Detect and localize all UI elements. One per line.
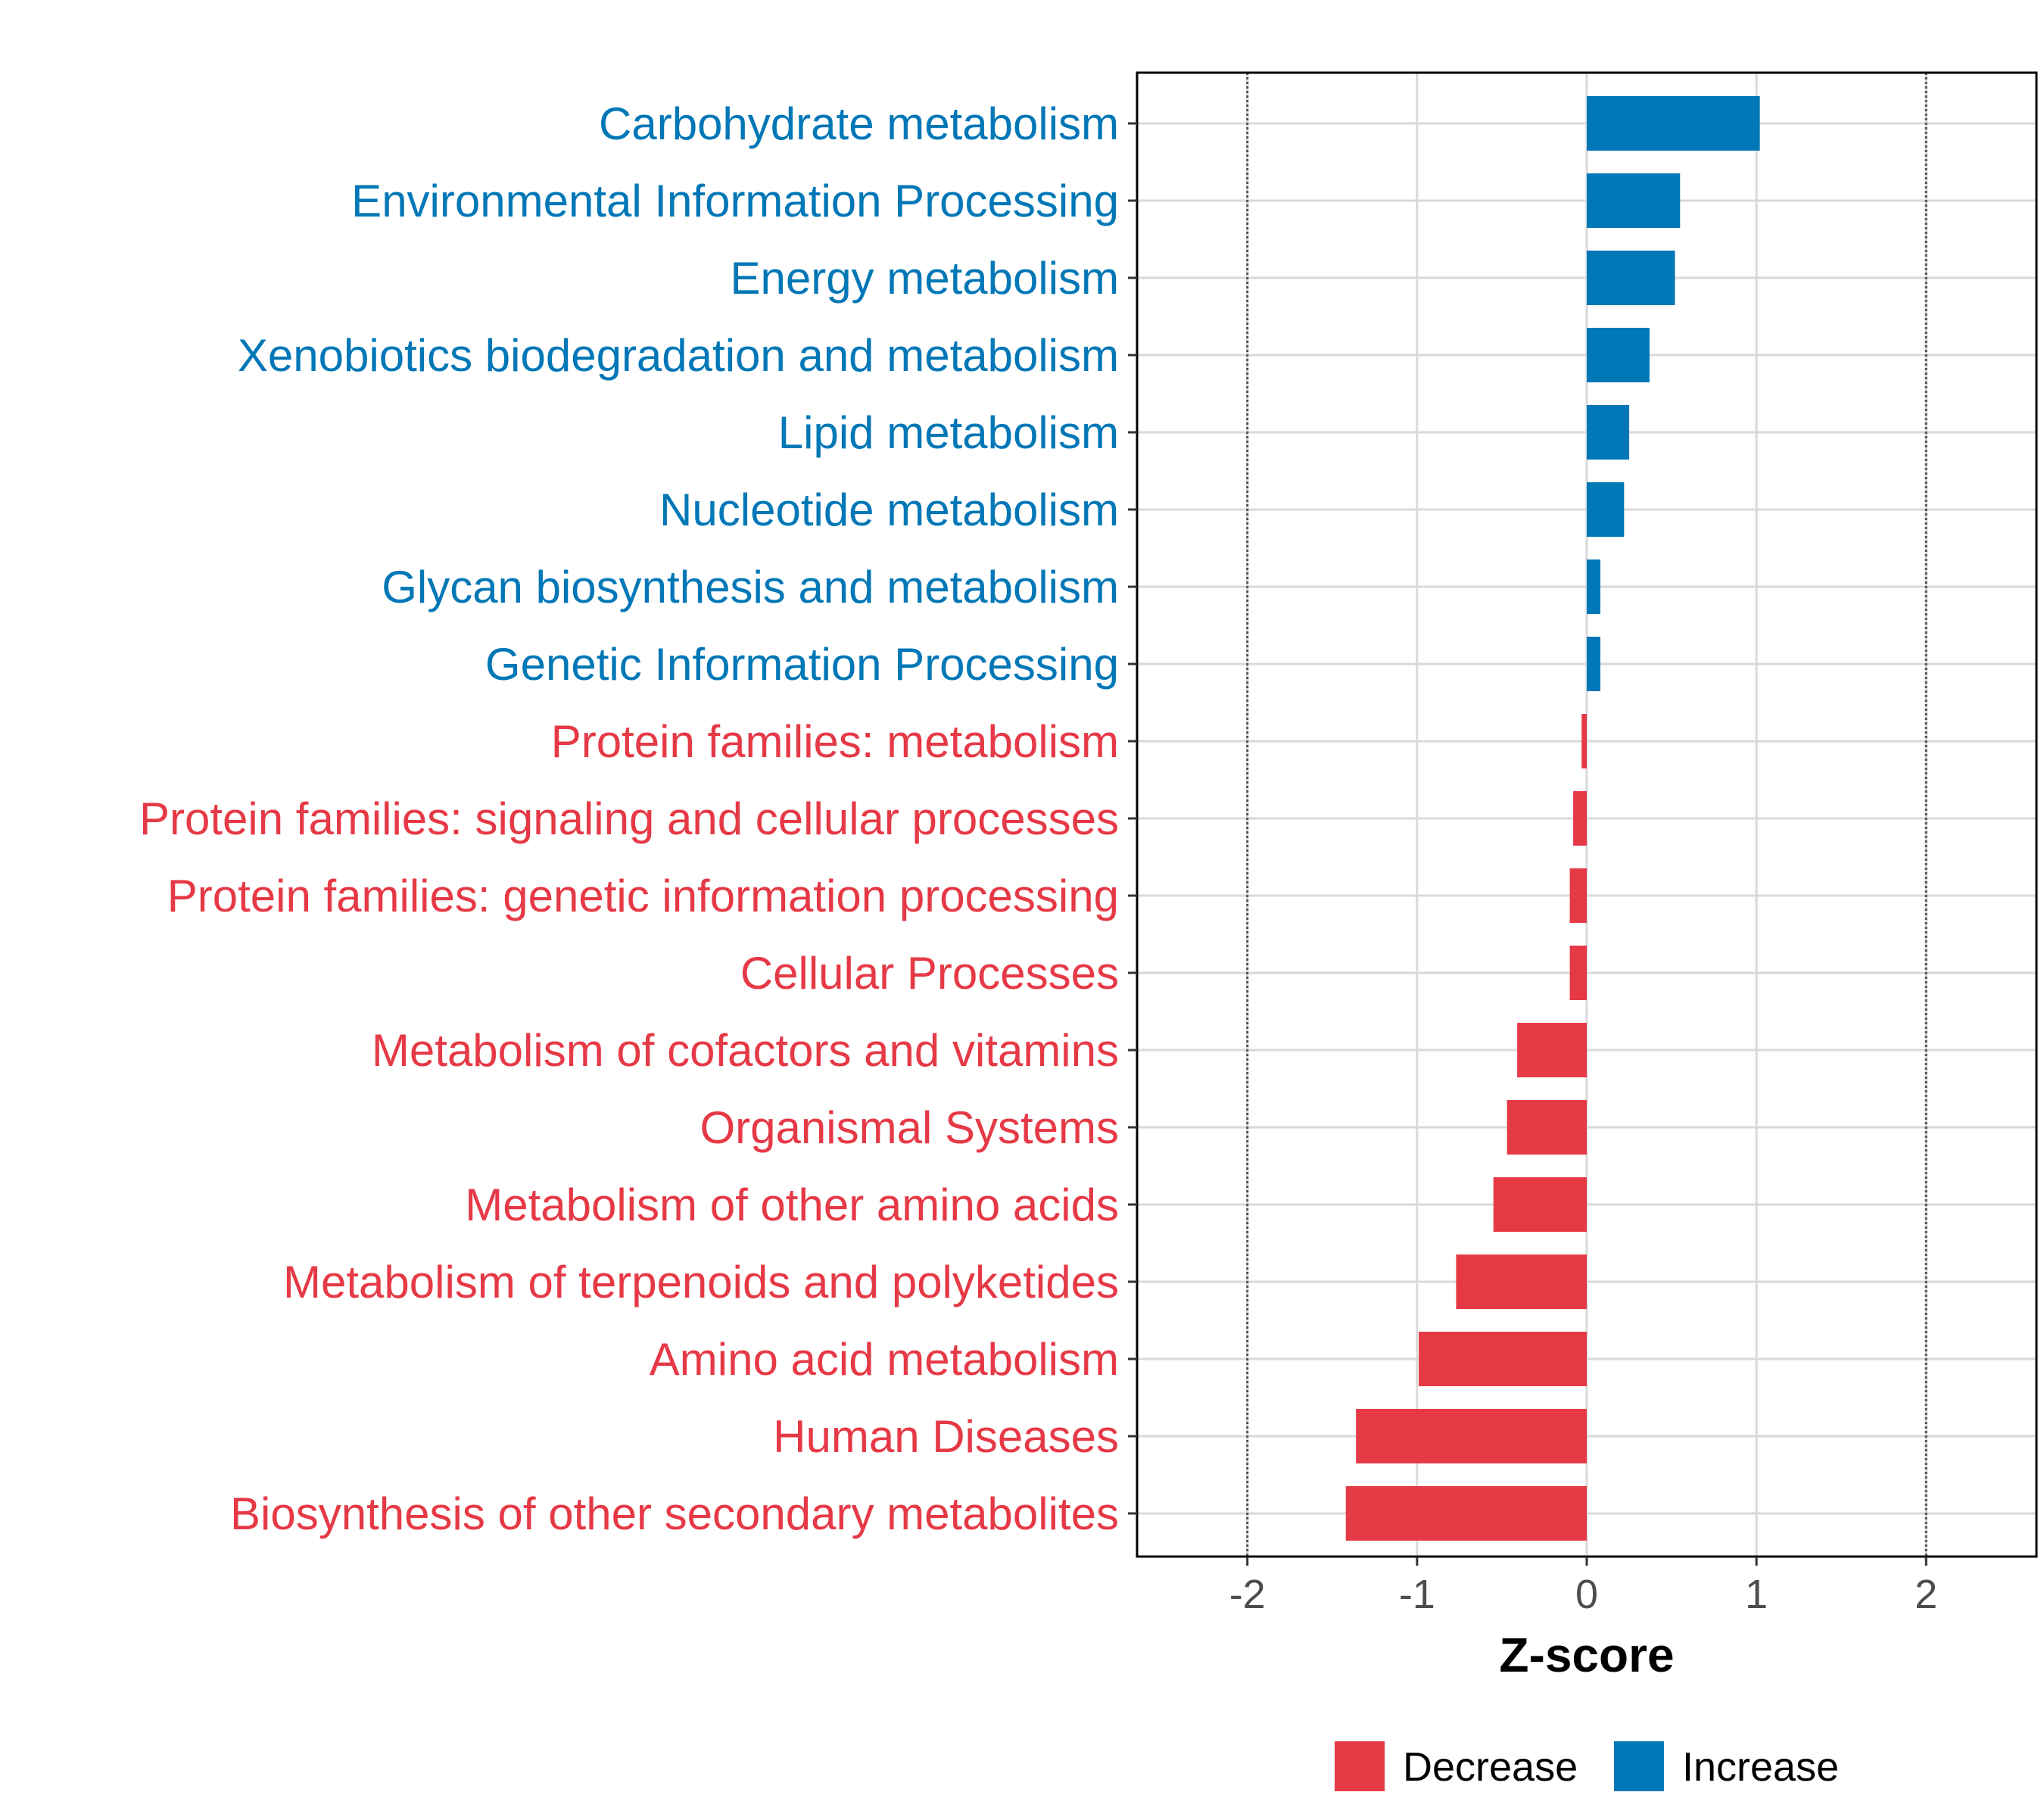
reference-lines [1246,73,1927,1557]
x-tick-label: 1 [1745,1572,1768,1617]
y-tick-label: Glycan biosynthesis and metabolism [382,562,1119,612]
bar[interactable] [1356,1409,1587,1463]
bar[interactable] [1507,1100,1587,1155]
y-tick-label: Biosynthesis of other secondary metaboli… [230,1488,1119,1539]
bar[interactable] [1587,328,1650,382]
bar[interactable] [1587,559,1600,614]
y-tick-label: Amino acid metabolism [650,1334,1119,1385]
bar[interactable] [1587,173,1681,228]
bar[interactable] [1419,1332,1587,1386]
bar[interactable] [1345,1486,1587,1541]
x-axis-title: Z-score [1499,1628,1674,1682]
y-tick-label: Cellular Processes [740,948,1119,999]
bar[interactable] [1573,791,1587,846]
x-axis-ticks: -2 -1 0 1 2 [1229,1557,1937,1617]
x-tick-label: -2 [1229,1572,1266,1617]
legend-item-decrease[interactable]: Decrease [1335,1741,1578,1791]
y-tick-label: Protein families: signaling and cellular… [139,793,1119,844]
y-tick-label: Xenobiotics biodegradation and metabolis… [238,330,1119,381]
y-tick-label: Metabolism of cofactors and vitamins [372,1025,1119,1076]
bar[interactable] [1456,1254,1587,1309]
legend-item-increase[interactable]: Increase [1614,1741,1839,1791]
bar[interactable] [1517,1023,1587,1077]
legend-swatch [1614,1741,1664,1791]
bar[interactable] [1569,868,1587,923]
y-tick-label: Lipid metabolism [778,407,1119,458]
bar[interactable] [1581,714,1587,768]
x-tick-label: -1 [1399,1572,1435,1617]
legend-label: Increase [1682,1744,1839,1790]
y-axis-labels: Carbohydrate metabolism Environmental Inf… [139,98,1119,1539]
y-tick-label: Energy metabolism [730,253,1119,304]
legend-swatch [1335,1741,1385,1791]
x-tick-label: 2 [1915,1572,1937,1617]
legend-label: Decrease [1403,1744,1578,1790]
legend[interactable]: Decrease Increase [1335,1741,1839,1791]
y-tick-label: Protein families: genetic information pr… [167,871,1119,921]
y-tick-label: Carbohydrate metabolism [599,98,1119,149]
bar[interactable] [1587,96,1760,151]
y-tick-label: Protein families: metabolism [551,716,1119,767]
bar[interactable] [1587,482,1625,537]
y-tick-label: Metabolism of other amino acids [465,1180,1119,1230]
y-axis-ticks [1128,122,1137,1515]
y-tick-label: Human Diseases [773,1411,1119,1462]
bar[interactable] [1569,946,1587,1000]
y-tick-label: Genetic Information Processing [485,639,1119,690]
y-tick-label: Metabolism of terpenoids and polyketides [283,1257,1119,1307]
y-tick-label: Environmental Information Processing [351,176,1119,226]
bars [1345,96,1760,1541]
bar[interactable] [1493,1177,1587,1232]
x-tick-label: 0 [1575,1572,1598,1617]
bar[interactable] [1587,405,1630,460]
y-tick-label: Organismal Systems [700,1102,1119,1153]
bar[interactable] [1587,637,1600,691]
y-tick-label: Nucleotide metabolism [659,485,1119,535]
bar[interactable] [1587,251,1675,305]
